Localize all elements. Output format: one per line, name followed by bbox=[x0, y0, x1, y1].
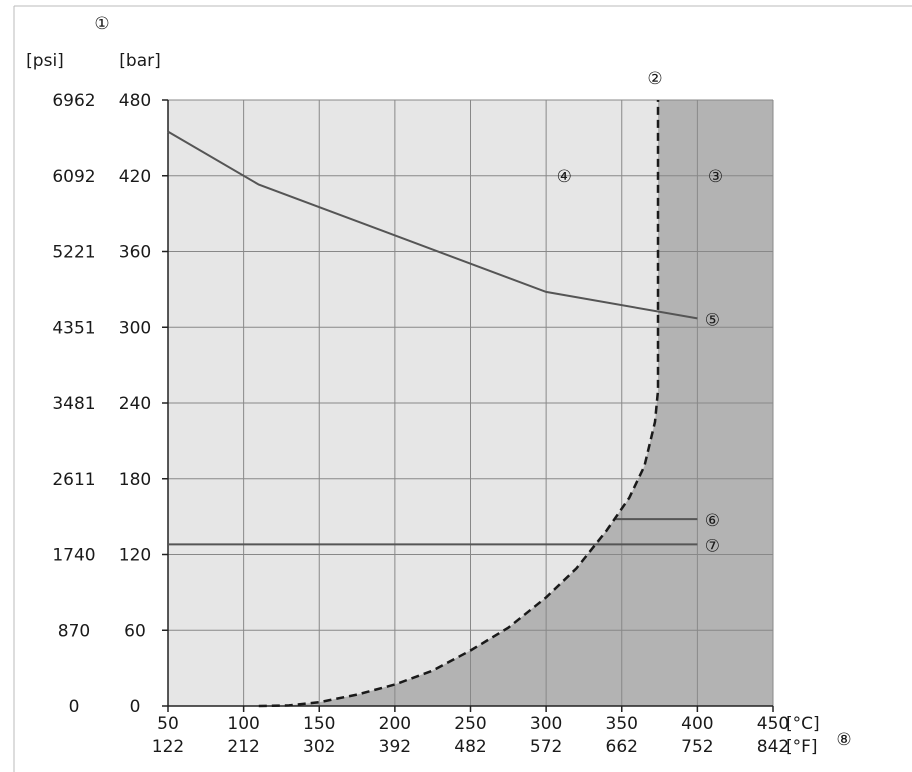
x-tick-label-c: 350 bbox=[606, 714, 638, 734]
y-tick-label-psi: 6962 bbox=[52, 91, 95, 111]
y-tick-label-bar: 420 bbox=[119, 167, 151, 187]
x-tick-label-f: 752 bbox=[681, 737, 713, 757]
boundary-marker: ② bbox=[647, 69, 662, 89]
y-tick-label-psi: 0 bbox=[69, 697, 80, 717]
x-tick-label-f: 842 bbox=[757, 737, 789, 757]
y-tick-label-bar: 480 bbox=[119, 91, 151, 111]
series-marker-3: ⑦ bbox=[705, 536, 720, 556]
y-axis-marker: ① bbox=[94, 14, 109, 34]
boundary-curve bbox=[258, 100, 660, 708]
y-tick-label-psi: 870 bbox=[58, 621, 90, 641]
x-tick-label-c: 300 bbox=[530, 714, 562, 734]
y-tick-label-bar: 180 bbox=[119, 470, 151, 490]
x-tick-label-c: 400 bbox=[681, 714, 713, 734]
y-tick-label-bar: 240 bbox=[119, 394, 151, 414]
x-tick-label-c: 250 bbox=[454, 714, 486, 734]
x-tick-label-f: 302 bbox=[303, 737, 335, 757]
series-marker-2: ⑥ bbox=[705, 511, 720, 531]
x-unit-c: [°C] bbox=[786, 714, 820, 734]
x-tick-label-c: 200 bbox=[379, 714, 411, 734]
x-tick-label-f: 572 bbox=[530, 737, 562, 757]
x-axis-marker: ⑧ bbox=[836, 730, 851, 750]
y-tick-label-bar: 60 bbox=[124, 621, 146, 641]
series-marker-1: ⑤ bbox=[705, 310, 720, 330]
axes-layer bbox=[162, 99, 774, 712]
x-tick-label-f: 212 bbox=[227, 737, 259, 757]
x-tick-label-c: 150 bbox=[303, 714, 335, 734]
y-tick-label-psi: 6092 bbox=[52, 167, 95, 187]
x-tick-label-f: 662 bbox=[606, 737, 638, 757]
x-tick-label-f: 482 bbox=[454, 737, 486, 757]
y-tick-label-bar: 300 bbox=[119, 318, 151, 338]
x-tick-label-c: 450 bbox=[757, 714, 789, 734]
series-layer bbox=[167, 100, 698, 708]
y-tick-label-psi: 3481 bbox=[52, 394, 95, 414]
y-tick-label-psi: 5221 bbox=[52, 243, 95, 263]
x-tick-label-f: 122 bbox=[152, 737, 184, 757]
y-unit-psi: [psi] bbox=[26, 51, 64, 71]
y-tick-label-bar: 120 bbox=[119, 546, 151, 566]
x-tick-label-c: 50 bbox=[157, 714, 179, 734]
y-tick-label-bar: 0 bbox=[130, 697, 141, 717]
x-tick-label-c: 100 bbox=[227, 714, 259, 734]
labels-layer: 0 0 60 870 120 1740 180 2611 240 3481 300 4351 360 52… bbox=[26, 14, 851, 757]
grid-layer bbox=[168, 99, 774, 706]
y-tick-label-psi: 2611 bbox=[52, 470, 95, 490]
y-tick-label-psi: 4351 bbox=[52, 318, 95, 338]
region-light-marker: ④ bbox=[557, 167, 572, 187]
y-tick-label-psi: 1740 bbox=[52, 546, 95, 566]
y-tick-label-bar: 360 bbox=[119, 243, 151, 263]
series-line-1 bbox=[167, 130, 698, 320]
region-dark-marker: ③ bbox=[708, 167, 723, 187]
y-unit-bar: [bar] bbox=[119, 51, 160, 71]
x-tick-label-f: 392 bbox=[379, 737, 411, 757]
x-unit-f: [°F] bbox=[786, 737, 818, 757]
